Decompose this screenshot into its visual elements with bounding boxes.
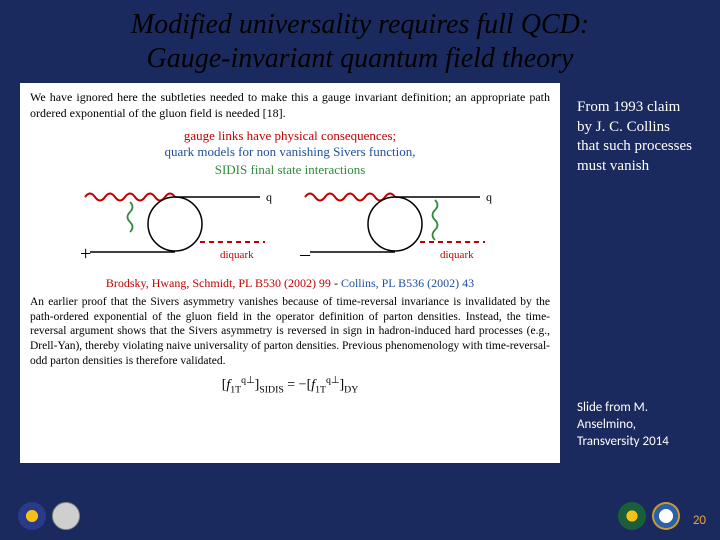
svg-text:q: q [266,190,272,204]
gauge-links-blue: quark models for non vanishing Sivers fu… [165,144,416,159]
sidis-label: SIDIS final state interactions [30,162,550,178]
paragraph-time-reversal: An earlier proof that the Sivers asymmet… [30,295,550,370]
references-line: Brodsky, Hwang, Schmidt, PL B530 (2002) … [30,276,550,291]
svg-text:–: – [300,243,311,265]
logo-doe [618,502,646,530]
gauge-links-caption: gauge links have physical consequences; … [30,128,550,160]
logo-institution-1 [18,502,46,530]
side-note-slide-credit: Slide from M. Anselmino, Transversity 20… [577,400,692,451]
side-note-collins-claim: From 1993 claim by J. C. Collins that su… [577,98,692,176]
logos-left-group [18,502,80,530]
slide-title: Modified universality requires full QCD:… [0,0,720,79]
logo-institution-2 [52,502,80,530]
title-line1: Modified universality requires full QCD: [131,9,589,40]
logo-nsf [652,502,680,530]
ref-brodsky: Brodsky, Hwang, Schmidt, PL B530 (2002) … [106,276,331,290]
svg-text:q: q [486,190,492,204]
title-line2: Gauge-invariant quantum field theory [147,43,574,74]
main-content: We have ignored here the subtleties need… [20,83,560,463]
feynman-diagram-right: q diquark – [300,182,500,272]
gauge-links-red: gauge links have physical consequences; [184,128,396,143]
logos-right-group [618,502,680,530]
paragraph-gauge-definition: We have ignored here the subtleties need… [30,89,550,121]
svg-text:+: + [80,243,91,265]
feynman-diagram-row: q diquark + q diquark – [30,182,550,272]
ref-collins: Collins, PL B536 (2002) 43 [341,276,474,290]
svg-text:diquark: diquark [440,249,474,261]
ref-sep: - [331,276,341,290]
svg-text:diquark: diquark [220,249,254,261]
feynman-diagram-left: q diquark + [80,182,280,272]
page-number: 20 [693,513,706,528]
sign-reversal-formula: [f1Tq⊥]SIDIS = −[f1Tq⊥]DY [30,375,550,395]
